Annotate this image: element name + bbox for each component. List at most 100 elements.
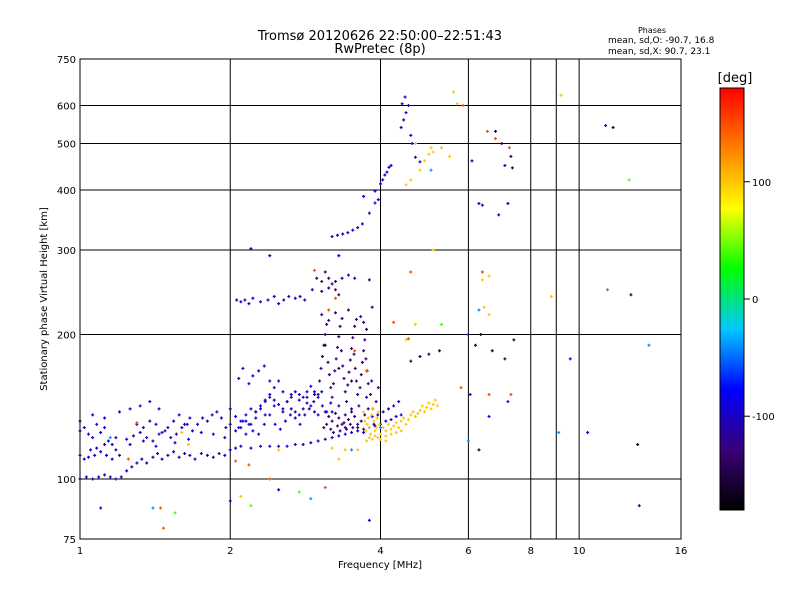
data-point xyxy=(316,395,320,399)
data-point xyxy=(330,235,334,239)
data-point xyxy=(337,254,341,258)
data-point xyxy=(373,434,377,438)
data-point xyxy=(427,401,431,405)
data-point xyxy=(217,452,221,456)
data-point xyxy=(337,335,341,339)
data-point xyxy=(510,166,514,170)
data-point xyxy=(320,279,324,283)
data-point xyxy=(337,293,341,297)
data-point xyxy=(243,298,247,302)
data-point xyxy=(103,426,107,430)
grid-lines xyxy=(80,59,681,539)
data-point xyxy=(244,432,248,436)
data-point xyxy=(342,376,346,380)
data-point xyxy=(385,170,389,174)
data-point xyxy=(169,436,173,440)
colorbar-ticks: 100 0 -100 xyxy=(744,178,775,423)
data-point xyxy=(466,333,470,337)
data-point xyxy=(366,407,370,411)
data-point xyxy=(297,490,301,494)
data-point xyxy=(367,518,371,522)
data-point xyxy=(262,364,266,368)
data-point xyxy=(157,407,161,411)
data-point xyxy=(337,366,341,370)
data-point xyxy=(343,390,347,394)
x-tick-label: 4 xyxy=(377,546,383,557)
data-point xyxy=(303,298,307,302)
data-point xyxy=(354,379,358,383)
data-point xyxy=(315,276,319,280)
data-point xyxy=(384,429,388,433)
data-point xyxy=(373,189,377,193)
data-point xyxy=(163,429,167,433)
y-tick-label: 100 xyxy=(57,475,76,486)
data-point xyxy=(365,369,369,373)
chart-subtitle: RwPretec (8p) xyxy=(334,42,425,57)
x-tick-label: 8 xyxy=(528,546,534,557)
data-point xyxy=(320,404,324,408)
data-point xyxy=(373,429,377,433)
data-point xyxy=(268,413,272,417)
data-point xyxy=(268,395,272,399)
data-point xyxy=(118,410,122,414)
data-point xyxy=(97,475,101,479)
data-point xyxy=(604,124,608,128)
data-point xyxy=(406,337,410,341)
data-point xyxy=(429,146,433,150)
data-point xyxy=(399,125,403,129)
data-point xyxy=(254,416,258,420)
data-point xyxy=(360,360,364,364)
data-point xyxy=(312,390,316,394)
x-axis-label: Frequency [MHz] xyxy=(338,560,422,571)
y-tick-label: 75 xyxy=(63,535,76,546)
data-point xyxy=(91,413,95,417)
data-point xyxy=(162,526,166,530)
data-points xyxy=(78,90,651,530)
data-point xyxy=(381,426,385,430)
data-point xyxy=(177,413,181,417)
data-point xyxy=(254,410,258,414)
x-tick-label: 6 xyxy=(465,546,471,557)
data-point xyxy=(351,336,355,340)
data-point xyxy=(239,494,243,498)
data-point xyxy=(356,426,360,430)
data-point xyxy=(316,413,320,417)
data-point xyxy=(319,366,323,370)
data-point xyxy=(373,424,377,428)
data-point xyxy=(636,443,640,447)
data-point xyxy=(376,198,380,202)
data-point xyxy=(312,400,316,404)
data-point xyxy=(244,413,248,417)
data-point xyxy=(357,404,361,408)
data-point xyxy=(394,431,398,435)
data-point xyxy=(406,104,410,108)
data-point xyxy=(119,475,123,479)
data-point xyxy=(487,414,491,418)
data-point xyxy=(277,488,281,492)
data-point xyxy=(338,324,342,328)
data-point xyxy=(223,453,227,457)
data-point xyxy=(500,142,504,146)
data-point xyxy=(272,404,276,408)
data-point xyxy=(312,410,316,414)
data-point xyxy=(82,426,86,430)
data-point xyxy=(307,407,311,411)
data-point xyxy=(148,419,152,423)
y-tick-label: 500 xyxy=(57,140,76,151)
data-point xyxy=(363,413,367,417)
data-point xyxy=(389,418,393,422)
data-point xyxy=(327,308,331,312)
data-point xyxy=(455,102,459,106)
data-point xyxy=(333,296,337,300)
data-point xyxy=(381,410,385,414)
data-point xyxy=(410,142,414,146)
data-point xyxy=(350,347,354,351)
data-point xyxy=(82,457,86,461)
data-point xyxy=(431,248,435,252)
data-point xyxy=(325,322,329,326)
data-point xyxy=(418,354,422,358)
data-point xyxy=(331,431,335,435)
data-point xyxy=(338,429,342,433)
data-point xyxy=(370,379,374,383)
data-point xyxy=(297,393,301,397)
